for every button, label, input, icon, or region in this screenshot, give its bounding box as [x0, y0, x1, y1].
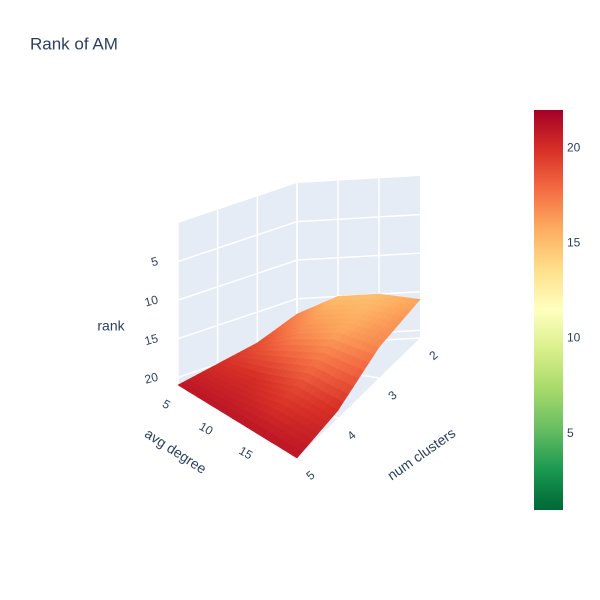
- grid-line: [296, 252, 421, 261]
- x-tick-label: 15: [236, 444, 255, 463]
- wall: [178, 183, 297, 385]
- colorbar-tick-label: 20: [567, 140, 581, 154]
- colorbar-tick-label: 15: [567, 236, 581, 250]
- grid-line: [177, 220, 298, 263]
- surface-patch: [291, 448, 303, 459]
- x-tick-label: 5: [160, 397, 173, 413]
- x-tick-label: 10: [197, 419, 216, 438]
- y-tick-label: 2: [426, 348, 440, 363]
- grid-line: [177, 298, 298, 340]
- y-tick-label: 4: [344, 428, 358, 443]
- z-tick-label: 20: [143, 370, 160, 387]
- y-tick-label: 5: [303, 468, 317, 483]
- grid-line: [177, 259, 298, 301]
- colorbar: [534, 110, 563, 510]
- z-axis-title: rank: [97, 318, 125, 334]
- colorbar-tick-label: 5: [567, 426, 574, 440]
- colorbar-tick-label: 10: [567, 331, 581, 345]
- y-tick-label: 3: [385, 388, 399, 403]
- chart-title: Rank of AM: [30, 34, 118, 53]
- z-tick-label: 10: [143, 293, 160, 310]
- y-axis-title: num clusters: [384, 425, 458, 484]
- z-tick-label: 5: [150, 254, 160, 269]
- grid-line: [296, 213, 421, 223]
- z-tick-label: 15: [143, 331, 160, 348]
